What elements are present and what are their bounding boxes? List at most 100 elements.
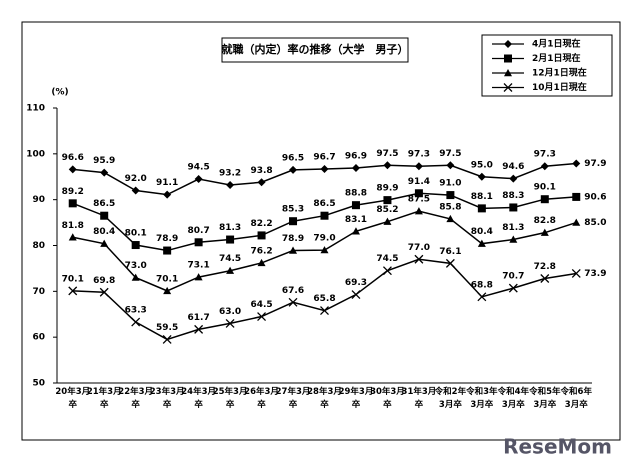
x-tick-label: 令和3年 3月卒 <box>466 387 498 410</box>
y-tick-label: 110 <box>26 104 45 114</box>
value-label: 97.3 <box>534 150 556 160</box>
value-label: 82.8 <box>534 216 556 226</box>
point <box>99 287 109 297</box>
point <box>320 164 329 173</box>
point <box>509 174 518 183</box>
x-tick-label: 25年3月 卒 <box>212 387 248 410</box>
value-label: 73.0 <box>125 261 147 271</box>
value-label: 88.1 <box>471 192 493 202</box>
value-label: 81.3 <box>219 223 241 233</box>
y-tick-label: 100 <box>26 149 45 159</box>
value-label: 61.7 <box>188 313 210 323</box>
frame <box>21 21 621 441</box>
value-label: 90.1 <box>534 183 556 193</box>
point <box>508 283 518 293</box>
value-label: 85.3 <box>282 205 304 215</box>
point <box>68 165 77 174</box>
legend-marker <box>503 83 513 92</box>
value-label: 97.9 <box>584 159 606 169</box>
value-label: 83.1 <box>345 215 367 225</box>
value-label: 93.8 <box>250 166 272 176</box>
value-label: 70.7 <box>502 272 524 282</box>
value-label: 88.3 <box>502 191 524 201</box>
y-tick-label: 70 <box>32 287 45 297</box>
value-label: 97.3 <box>408 150 430 160</box>
value-label: 69.8 <box>93 276 115 286</box>
value-label: 89.9 <box>376 184 398 194</box>
point <box>100 239 109 247</box>
value-label: 63.0 <box>219 307 241 317</box>
value-label: 80.7 <box>188 226 210 236</box>
x-tick-label: 28年3月 卒 <box>307 387 342 410</box>
point <box>351 290 361 300</box>
point <box>320 246 329 254</box>
point <box>257 312 267 322</box>
x-tick-label: 23年3月 卒 <box>149 387 185 410</box>
value-label: 96.5 <box>282 153 304 163</box>
point <box>414 162 423 171</box>
legend-marker <box>504 69 512 77</box>
y-tick-label: 80 <box>32 241 45 251</box>
value-label: 74.5 <box>376 254 398 264</box>
point <box>320 306 329 316</box>
point <box>194 238 203 247</box>
point <box>509 235 518 243</box>
value-label: 94.5 <box>188 163 210 173</box>
x-tick-label: 30年3月 卒 <box>370 387 405 410</box>
point <box>226 235 235 244</box>
value-label: 80.1 <box>125 229 147 239</box>
watermark: ReseMom <box>503 435 612 459</box>
point <box>288 297 298 307</box>
chart-title: 就職（内定）率の推移（大学 男子） <box>222 42 409 56</box>
point <box>131 273 140 281</box>
value-label: 97.5 <box>376 149 398 159</box>
x-tick-label: 令和5年 3月卒 <box>529 387 561 410</box>
point <box>540 195 549 204</box>
legend-label: 4月1日現在 <box>532 38 581 50</box>
legend-label: 12月1日現在 <box>532 67 587 79</box>
point <box>131 317 141 327</box>
value-label: 91.1 <box>156 178 178 188</box>
point <box>572 192 581 201</box>
value-label: 92.0 <box>125 174 147 184</box>
legend-marker <box>504 40 512 48</box>
legend-label: 2月1日現在 <box>532 52 581 64</box>
value-label: 59.5 <box>156 323 178 333</box>
value-label: 63.3 <box>125 306 147 316</box>
value-label: 89.2 <box>62 187 84 197</box>
point <box>540 162 549 171</box>
title-box <box>221 37 409 63</box>
point <box>414 254 424 264</box>
point <box>194 175 203 184</box>
value-label: 93.2 <box>219 169 241 179</box>
point <box>351 201 360 210</box>
value-label: 77.0 <box>408 243 430 253</box>
point <box>131 186 140 195</box>
value-label: 76.1 <box>439 247 461 257</box>
value-label: 68.8 <box>471 280 493 290</box>
point <box>289 246 298 254</box>
x-tick-label: 24年3月 卒 <box>181 387 216 410</box>
point <box>163 190 172 199</box>
point <box>383 161 392 170</box>
point <box>571 268 581 278</box>
y-tick-label: 90 <box>32 195 45 205</box>
point <box>68 199 77 208</box>
legend-label: 10月1日現在 <box>532 81 587 93</box>
value-label: 78.9 <box>282 234 304 244</box>
point <box>289 217 298 226</box>
point <box>194 324 204 334</box>
value-label: 95.0 <box>471 160 493 170</box>
value-label: 96.6 <box>62 153 84 163</box>
point <box>446 214 455 223</box>
value-label: 79.0 <box>313 234 335 244</box>
point <box>477 292 487 302</box>
point <box>257 178 266 187</box>
point <box>572 159 581 168</box>
point <box>477 172 486 181</box>
x-tick-label: 22年3月 卒 <box>118 387 154 410</box>
value-label: 69.3 <box>345 278 367 288</box>
point <box>383 217 392 225</box>
value-label: 76.2 <box>250 246 272 256</box>
